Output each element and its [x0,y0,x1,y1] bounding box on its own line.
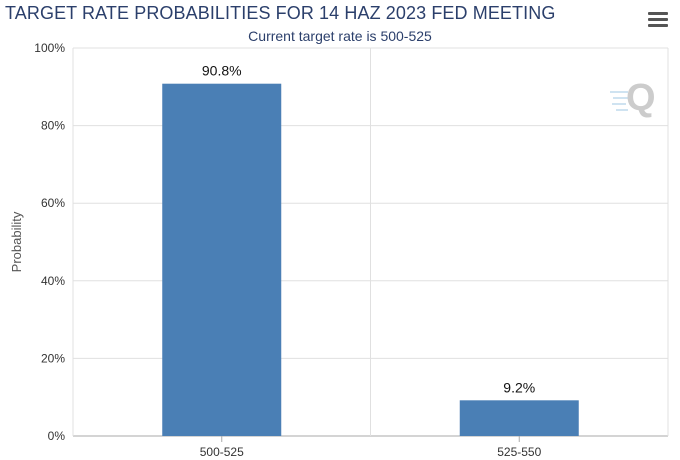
y-tick-label: 60% [41,196,65,210]
svg-text:Q: Q [626,77,656,119]
y-axis-title: Probability [9,211,24,272]
bar-data-label: 9.2% [503,379,535,395]
bar-525-550[interactable] [459,400,579,436]
chart-subtitle: Current target rate is 500-525 [248,28,432,44]
y-tick-label: 80% [41,119,65,133]
x-tick-label: 500-525 [200,445,244,459]
chart-title: TARGET RATE PROBABILITIES FOR 14 HAZ 202… [5,3,556,23]
hamburger-menu-icon[interactable] [648,12,668,28]
y-axis-labels: 0% 20% 40% 60% 80% 100% [34,41,65,443]
bar-500-525[interactable] [162,83,282,437]
q-logo-icon: Q [610,77,656,119]
bars: 90.8% 9.2% [162,63,579,437]
y-tick-label: 20% [41,351,65,365]
y-tick-label: 100% [34,41,65,55]
bar-data-label: 90.8% [202,63,242,79]
x-tick-label: 525-550 [497,445,541,459]
y-tick-label: 0% [48,429,66,443]
y-tick-label: 40% [41,274,65,288]
x-axis-labels: 500-525 525-550 [200,436,542,459]
